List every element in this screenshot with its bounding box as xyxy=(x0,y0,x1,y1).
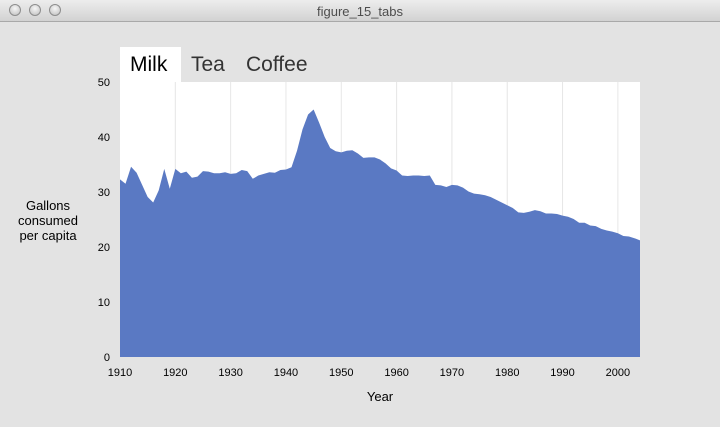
x-tick-label-1920: 1920 xyxy=(163,367,187,379)
x-tick-label-1970: 1970 xyxy=(440,367,464,379)
zoom-window-icon[interactable] xyxy=(49,4,61,16)
x-tick-label-2000: 2000 xyxy=(606,367,630,379)
tab-coffee[interactable]: Coffee xyxy=(246,53,308,76)
y-tick-label-20: 20 xyxy=(98,242,110,254)
x-tick-label-1940: 1940 xyxy=(274,367,298,379)
tab-tea[interactable]: Tea xyxy=(191,53,225,76)
minimize-window-icon[interactable] xyxy=(29,4,41,16)
x-tick-label-1950: 1950 xyxy=(329,367,353,379)
x-tick-label-1910: 1910 xyxy=(108,367,132,379)
y-tick-label-30: 30 xyxy=(98,187,110,199)
x-tick-label-1980: 1980 xyxy=(495,367,519,379)
y-tick-label-0: 0 xyxy=(104,352,110,364)
window-titlebar: figure_15_tabs xyxy=(0,0,720,22)
x-tick-label-1990: 1990 xyxy=(550,367,574,379)
y-tick-label-10: 10 xyxy=(98,297,110,309)
milk-consumption-area xyxy=(120,109,640,357)
x-tick-label-1930: 1930 xyxy=(218,367,242,379)
x-axis-label: Year xyxy=(366,389,394,404)
window-title: figure_15_tabs xyxy=(316,4,403,19)
y-tick-label-40: 40 xyxy=(98,132,110,144)
y-tick-label-50: 50 xyxy=(98,77,110,89)
y-axis-label: Gallons consumed per capita xyxy=(18,198,78,243)
tab-milk[interactable]: Milk xyxy=(120,47,181,82)
x-tick-label-1960: 1960 xyxy=(384,367,408,379)
close-window-icon[interactable] xyxy=(9,4,21,16)
